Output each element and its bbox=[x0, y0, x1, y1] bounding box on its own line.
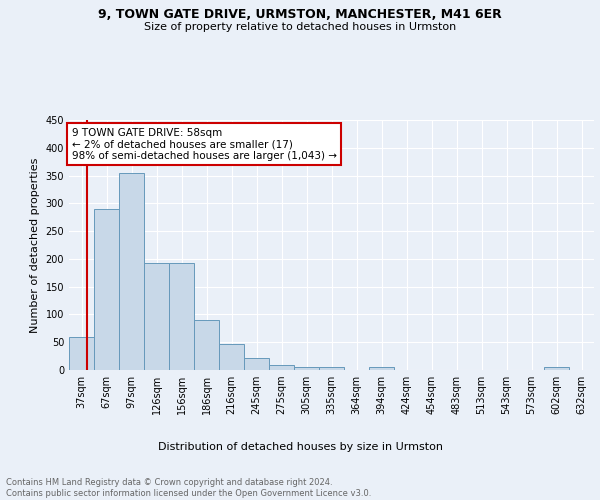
Text: 9 TOWN GATE DRIVE: 58sqm
← 2% of detached houses are smaller (17)
98% of semi-de: 9 TOWN GATE DRIVE: 58sqm ← 2% of detache… bbox=[71, 128, 337, 160]
Text: Distribution of detached houses by size in Urmston: Distribution of detached houses by size … bbox=[157, 442, 443, 452]
Bar bbox=[194, 320, 219, 370]
Y-axis label: Number of detached properties: Number of detached properties bbox=[30, 158, 40, 332]
Bar bbox=[69, 337, 94, 370]
Bar bbox=[294, 367, 319, 370]
Bar bbox=[369, 367, 394, 370]
Bar bbox=[544, 367, 569, 370]
Text: Contains HM Land Registry data © Crown copyright and database right 2024.
Contai: Contains HM Land Registry data © Crown c… bbox=[6, 478, 371, 498]
Bar bbox=[169, 264, 194, 370]
Bar bbox=[144, 264, 169, 370]
Bar bbox=[94, 210, 119, 370]
Bar bbox=[219, 344, 244, 370]
Bar bbox=[119, 173, 144, 370]
Bar bbox=[244, 358, 269, 370]
Bar bbox=[319, 367, 344, 370]
Bar bbox=[269, 365, 294, 370]
Text: Size of property relative to detached houses in Urmston: Size of property relative to detached ho… bbox=[144, 22, 456, 32]
Text: 9, TOWN GATE DRIVE, URMSTON, MANCHESTER, M41 6ER: 9, TOWN GATE DRIVE, URMSTON, MANCHESTER,… bbox=[98, 8, 502, 20]
